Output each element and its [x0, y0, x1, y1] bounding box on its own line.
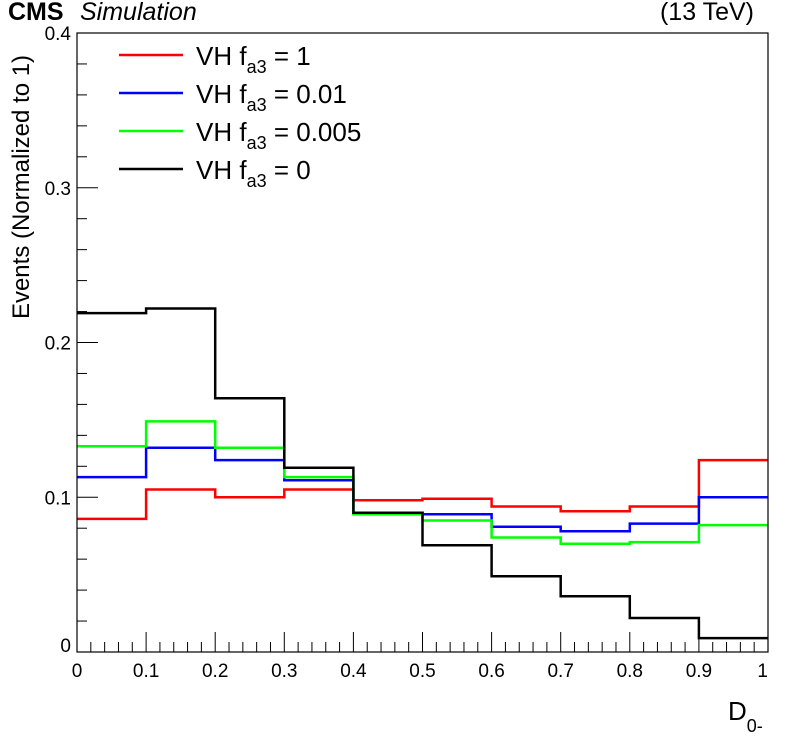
series-line-0 [77, 458, 768, 521]
x-tick-label: 0.2 [202, 661, 228, 682]
x-tick-label: 0.8 [617, 661, 643, 682]
legend-item-3: VH fa3 = 0 [119, 155, 311, 191]
legend-label: VH fa3 = 0.005 [196, 117, 361, 153]
legend-label: VH fa3 = 0.01 [196, 79, 347, 115]
series-3 [77, 307, 768, 640]
x-tick-label: 1 [757, 661, 768, 682]
y-tick-label: 0.1 [45, 488, 71, 509]
legend-item-1: VH fa3 = 0.01 [119, 79, 347, 115]
series-line-3 [77, 307, 768, 640]
plot-frame [76, 32, 769, 653]
x-tick-label: 0.9 [686, 661, 712, 682]
y-tick-label: 0.4 [45, 24, 72, 45]
y-tick-label: 0.2 [45, 334, 71, 355]
x-tick-label: 0.6 [478, 661, 504, 682]
legend-item-0: VH fa3 = 1 [119, 41, 311, 77]
ticks-layer: 0 0.1 0.2 0.3 0.4 0.5 0.6 0.7 0.8 0.9 1 0 0.1 0.2 0.3 0… [45, 24, 769, 682]
y-tick-label: 0 [60, 636, 71, 657]
experiment-label: CMS [8, 0, 64, 26]
series-0 [77, 458, 768, 521]
x-tick-label: 0.3 [271, 661, 297, 682]
x-tick-label: 0.7 [547, 661, 573, 682]
y-tick-label: 0.3 [45, 179, 71, 200]
x-tick-label: 0.1 [133, 661, 159, 682]
legend-item-2: VH fa3 = 0.005 [119, 117, 361, 153]
x-tick-label: 0.4 [340, 661, 367, 682]
energy-label: (13 TeV) [660, 0, 754, 26]
simulation-label: Simulation [80, 0, 197, 26]
legend-label: VH fa3 = 0 [196, 155, 311, 191]
y-axis-label: Events (Normalized to 1) [8, 55, 35, 319]
legend-label: VH fa3 = 1 [196, 41, 311, 77]
x-axis-label: D0- [728, 696, 763, 736]
series-layer [77, 307, 768, 640]
x-tick-label: 0.5 [409, 661, 435, 682]
x-tick-label: 0 [72, 661, 83, 682]
